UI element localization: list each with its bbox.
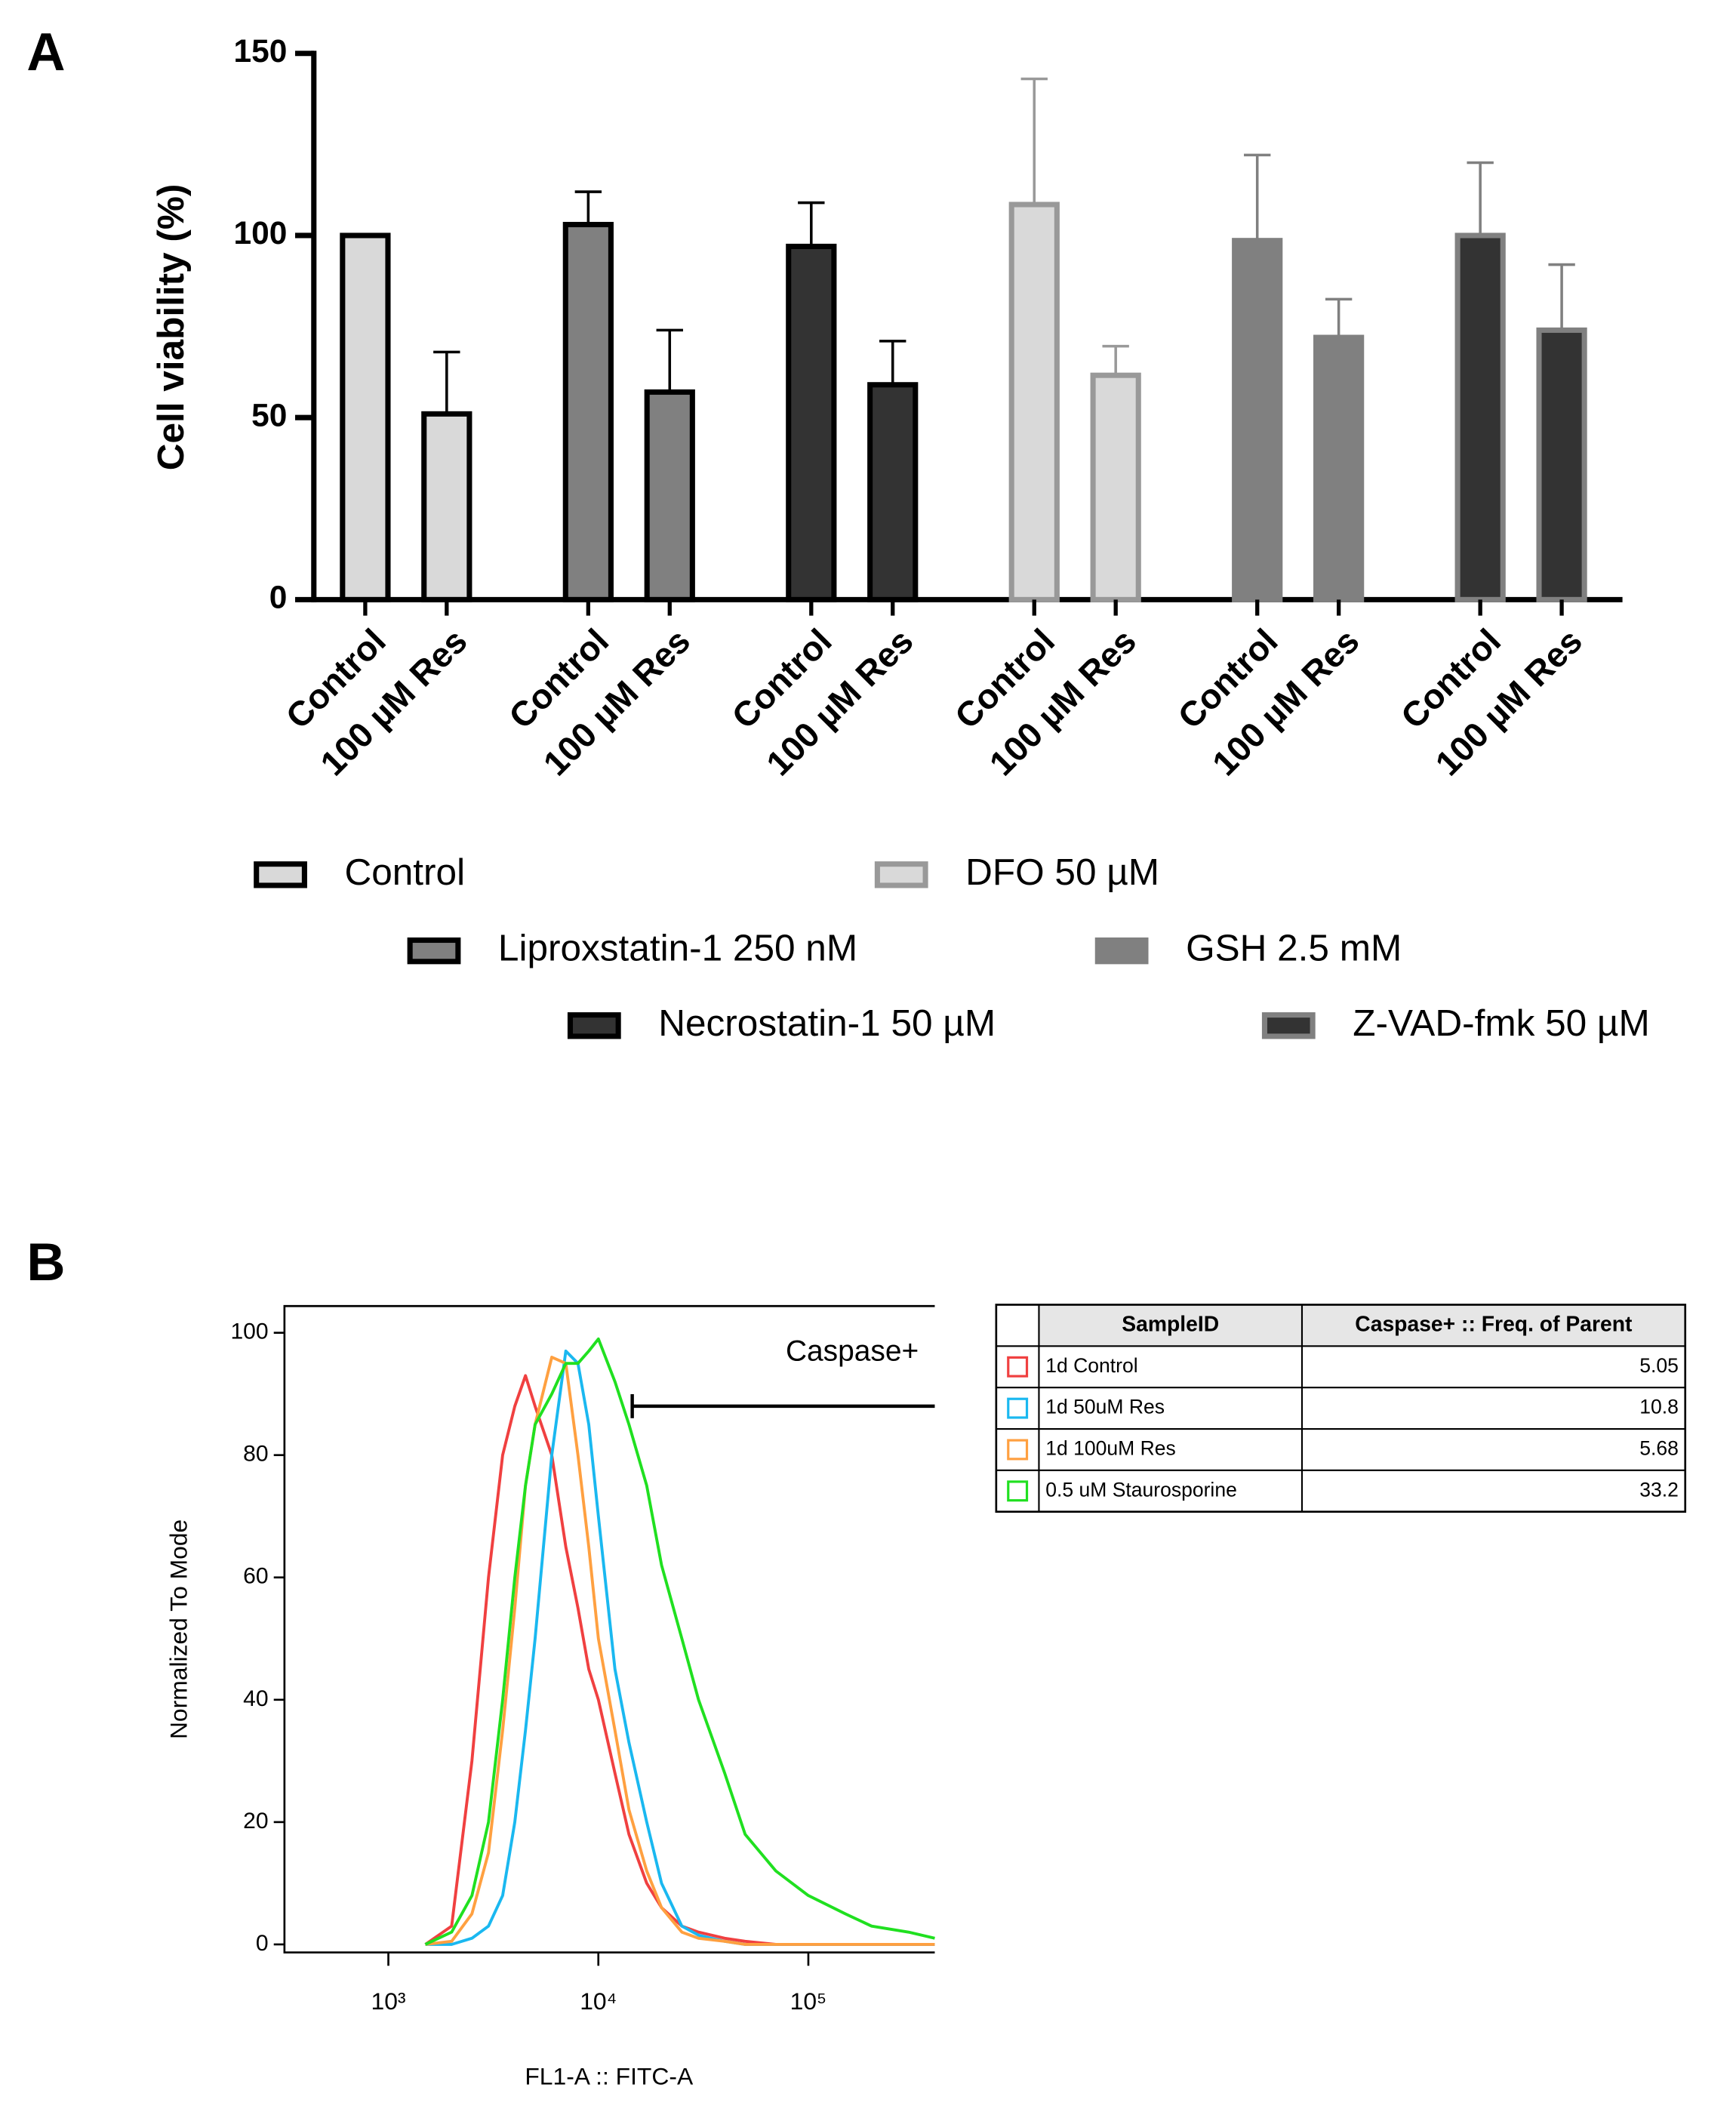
table-value: 5.68 (1639, 1436, 1679, 1459)
bar (1313, 334, 1365, 602)
table-value: 5.05 (1639, 1354, 1679, 1377)
x-tick-label: 10³ (371, 1987, 406, 2015)
table-value: 10.8 (1639, 1396, 1679, 1418)
table-sample: 1d 50uM Res (1045, 1396, 1165, 1418)
bar (786, 243, 837, 602)
bar (340, 232, 391, 602)
table-header: Caspase+ :: Freq. of Parent (1355, 1311, 1633, 1335)
gate-label: Caspase+ (786, 1335, 919, 1367)
histogram-line (424, 1374, 935, 1946)
plot-frame (283, 1304, 935, 1954)
legend-swatch (567, 1012, 621, 1039)
y-tick-label: 40 (243, 1686, 268, 1711)
y-tick-label: 50 (251, 397, 287, 433)
bar (1536, 327, 1587, 602)
legend-swatch (407, 937, 461, 965)
x-tick-label: 10⁴ (580, 1987, 617, 2015)
y-tick-label: 60 (243, 1564, 268, 1589)
legend-swatch (1007, 1397, 1029, 1419)
y-axis-label: Normalized To Mode (165, 1519, 192, 1739)
legend-swatch (1007, 1480, 1029, 1502)
legend-swatch (254, 861, 307, 888)
histogram-line (424, 1337, 935, 1946)
bar (644, 389, 695, 602)
legend-label: DFO 50 µM (965, 851, 1159, 893)
y-axis-label: Cell viability (%) (150, 184, 192, 471)
bar (421, 411, 472, 602)
histogram-line (425, 1356, 935, 1946)
legend-swatch (1094, 937, 1149, 965)
bar (867, 382, 919, 602)
legend-swatch (1261, 1012, 1316, 1039)
histogram-line (425, 1349, 935, 1946)
y-tick-label: 0 (256, 1931, 269, 1956)
legend-label: Z-VAD-fmk 50 µM (1353, 1002, 1649, 1044)
bar (1454, 232, 1506, 602)
legend-label: Control (344, 851, 465, 893)
table-header-bg (1039, 1304, 1685, 1347)
legend-label: Necrostatin-1 50 µM (658, 1002, 996, 1044)
bar (1008, 202, 1060, 602)
y-tick-label: 80 (243, 1442, 268, 1467)
y-tick-label: 0 (269, 580, 288, 615)
legend-label: Liproxstatin-1 250 nM (498, 928, 857, 969)
legend-swatch (874, 861, 928, 888)
bar (1090, 372, 1141, 602)
table-frame (995, 1304, 1687, 1513)
legend-swatch (1007, 1356, 1029, 1378)
panel-label: B (26, 1232, 65, 1292)
table-sample: 1d Control (1045, 1354, 1137, 1377)
y-tick-label: 150 (234, 33, 288, 69)
legend-label: GSH 2.5 mM (1186, 928, 1402, 969)
table-sample: 0.5 uM Staurosporine (1045, 1478, 1237, 1501)
y-tick-label: 20 (243, 1809, 268, 1834)
panel-label: A (26, 22, 65, 82)
bar (562, 221, 614, 602)
bar (1232, 238, 1283, 602)
table-value: 33.2 (1639, 1478, 1679, 1501)
y-tick-label: 100 (230, 1319, 268, 1344)
x-tick-label: 10⁵ (790, 1987, 827, 2015)
y-tick-label: 100 (234, 215, 288, 251)
table-header: SampleID (1122, 1311, 1219, 1335)
table-sample: 1d 100uM Res (1045, 1436, 1175, 1459)
x-axis-label: FL1-A :: FITC-A (525, 2062, 694, 2089)
legend-swatch (1007, 1439, 1029, 1461)
